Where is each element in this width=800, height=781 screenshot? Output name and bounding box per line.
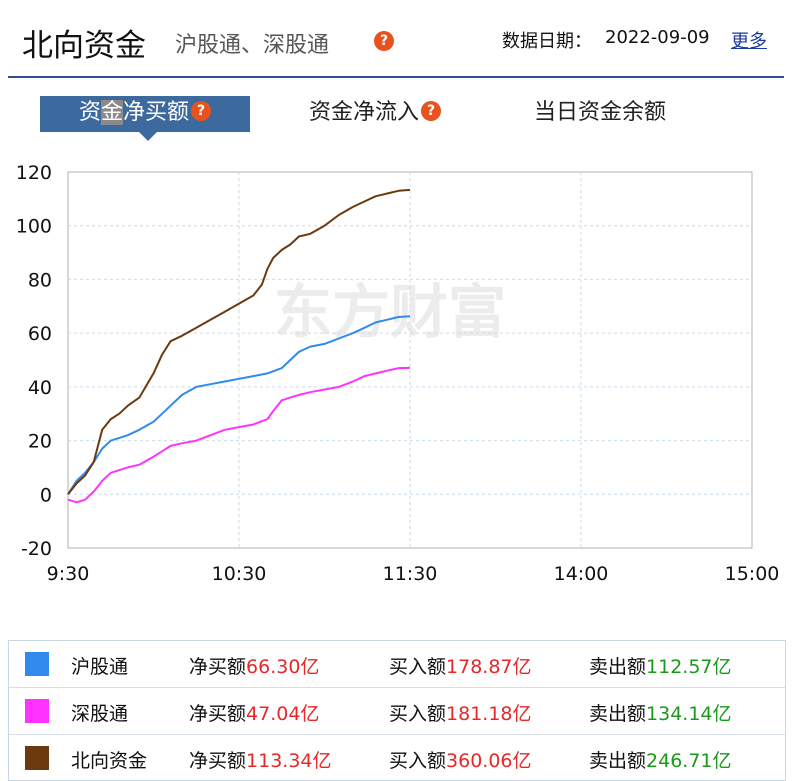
net-buy-value: 66.30亿 [246,656,320,678]
tab-net-buy-label-highlight: 金 [100,100,123,125]
sell-label: 卖出额 [589,656,647,678]
buy-cell: 买入额178.87亿 [389,652,532,679]
buy-value: 360.06亿 [446,750,532,772]
page-title: 北向资金 [22,28,146,64]
net-buy-value: 113.34亿 [246,750,332,772]
x-tick-label: 10:30 [212,563,267,585]
net-buy-value: 47.04亿 [246,703,320,725]
buy-value: 181.18亿 [446,703,532,725]
tab-net-buy-label-post: 净买额 [123,100,190,125]
y-tick-label: 120 [16,162,52,184]
sell-cell: 卖出额246.71亿 [589,746,732,773]
y-tick-label: -20 [21,538,52,560]
x-tick-label: 9:30 [47,563,90,585]
tab-net-buy[interactable]: 资金净买额? [40,96,250,132]
legend-name: 深股通 [71,703,129,725]
buy-cell: 买入额360.06亿 [389,746,532,773]
y-tick-label: 80 [28,269,52,291]
sell-label: 卖出额 [589,750,647,772]
help-icon[interactable]: ? [191,101,212,121]
legend-swatch [25,699,49,723]
net-buy-label: 净买额 [189,656,247,678]
tab-net-inflow-label: 资金净流入 [308,100,419,125]
tab-net-inflow[interactable]: 资金净流入? [290,96,460,132]
more-link[interactable]: 更多 [731,31,767,52]
buy-label: 买入额 [389,750,447,772]
series-line [67,366,411,504]
header-divider [8,76,784,78]
y-tick-label: 20 [28,431,52,453]
tab-active-arrow [139,132,157,141]
net-buy-label: 净买额 [189,703,247,725]
net-buy-chart: 东方财富 -20 0 20 40 60 80 100 120 9:30 10:30 11:30 14:… [16,162,780,585]
header: 北向资金 沪股通、深股通 ? 数据日期： 2022-09-09 更多 [0,0,800,78]
tab-daily-balance[interactable]: 当日资金余额 [515,96,685,132]
y-tick-label: 60 [28,323,52,345]
y-tick-label: 100 [16,216,52,238]
buy-cell: 买入额181.18亿 [389,699,532,726]
x-tick-label: 14:00 [554,563,609,585]
buy-label: 买入额 [389,656,447,678]
sell-cell: 卖出额134.14亿 [589,699,732,726]
legend-row: 北向资金 净买额113.34亿 买入额360.06亿 卖出额246.71亿 [9,735,785,781]
help-icon[interactable]: ? [374,31,394,51]
legend-row: 深股通 净买额47.04亿 买入额181.18亿 卖出额134.14亿 [9,688,785,735]
y-tick-label: 0 [40,484,52,506]
x-tick-label: 15:00 [725,563,780,585]
y-tick-label: 40 [28,377,52,399]
sell-cell: 卖出额112.57亿 [589,652,732,679]
sell-value: 112.57亿 [646,656,732,678]
legend-swatch [25,652,49,676]
date-value: 2022-09-09 [605,27,710,48]
legend-swatch [25,746,49,770]
legend-name: 沪股通 [71,656,129,678]
net-buy-cell: 净买额66.30亿 [189,652,319,679]
page-subtitle: 沪股通、深股通 [175,33,330,58]
series-line [67,188,411,495]
help-icon[interactable]: ? [421,101,441,121]
legend-name: 北向资金 [71,750,148,772]
legend-row: 沪股通 净买额66.30亿 买入额178.87亿 卖出额112.57亿 [9,641,785,688]
net-buy-cell: 净买额47.04亿 [189,699,319,726]
x-tick-label: 11:30 [383,563,438,585]
net-buy-cell: 净买额113.34亿 [189,746,332,773]
sell-label: 卖出额 [589,703,647,725]
watermark: 东方财富 [274,278,506,346]
legend-table: 沪股通 净买额66.30亿 买入额178.87亿 卖出额112.57亿 深股通 … [8,640,786,781]
tab-daily-balance-label: 当日资金余额 [533,100,666,125]
tab-net-buy-label-pre: 资 [78,100,101,125]
buy-label: 买入额 [389,703,447,725]
buy-value: 178.87亿 [446,656,532,678]
series-line [67,315,411,495]
sell-value: 134.14亿 [646,703,732,725]
net-buy-label: 净买额 [189,750,247,772]
sell-value: 246.71亿 [646,750,732,772]
date-label: 数据日期： [502,31,592,52]
